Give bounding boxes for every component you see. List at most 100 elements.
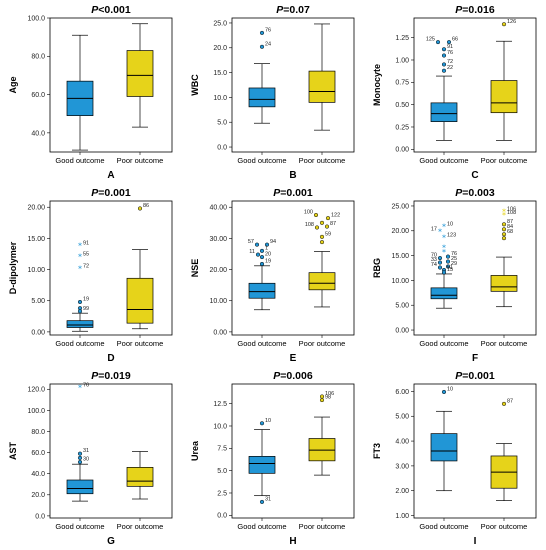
outlier-label: 94 bbox=[270, 239, 276, 245]
outlier-point bbox=[441, 53, 447, 58]
y-tick-label: 100.0 bbox=[27, 408, 45, 415]
outlier-point bbox=[259, 499, 265, 504]
outlier-label: 19 bbox=[265, 258, 271, 264]
outlier-point bbox=[501, 222, 507, 227]
panel-F: P=0.003 0.00 5.00 10.00 15.00 20.00 25.00 RBG Go… bbox=[364, 183, 546, 366]
y-tick-label: 10.0 bbox=[213, 95, 227, 102]
outlier-label: 59 bbox=[325, 231, 331, 237]
y-tick-label: 10.00 bbox=[209, 298, 227, 305]
title-p: P bbox=[455, 370, 463, 382]
panel-E: P=0.001 0.00 10.00 20.00 30.00 40.00 NSE Good o… bbox=[182, 183, 364, 366]
y-tick-label: 5.00 bbox=[395, 303, 409, 310]
title-value: =0.001 bbox=[98, 187, 131, 199]
boxplot-H: P=0.006 0.0 2.5 5.0 7.5 10.0 12.5 Urea Good outc… bbox=[190, 370, 355, 547]
outlier-label: 15 bbox=[447, 267, 453, 273]
x-category-label: Poor outcome bbox=[117, 339, 164, 348]
outlier-star: * bbox=[502, 211, 506, 220]
y-tick-label: 60.0 bbox=[31, 450, 45, 457]
panel-title: P=0.016 bbox=[455, 4, 495, 16]
good-outcome-box bbox=[66, 34, 94, 151]
title-p: P bbox=[455, 4, 463, 16]
outlier-star: * bbox=[502, 207, 506, 216]
y-tick-label: 7.5 bbox=[217, 446, 227, 453]
panel-letter: B bbox=[289, 170, 296, 181]
outlier-star: * bbox=[442, 244, 446, 253]
poor-outcome-box bbox=[126, 451, 154, 500]
outlier-point bbox=[77, 451, 83, 456]
outlier-label: 106 bbox=[507, 206, 516, 212]
outlier-label: 87 bbox=[507, 219, 513, 225]
y-tick-label: 0.00 bbox=[395, 147, 409, 154]
panel-title: P=0.001 bbox=[91, 187, 131, 199]
panel-title: P<0.001 bbox=[91, 4, 131, 16]
y-axis-label: D-dipolymer bbox=[8, 241, 18, 294]
y-tick-label: 40.0 bbox=[31, 130, 45, 137]
plot-frame bbox=[49, 383, 173, 519]
y-tick-label: 0.0 bbox=[217, 144, 227, 151]
poor-outcome-box: 86 bbox=[126, 203, 154, 330]
y-axis-label: NSE bbox=[190, 259, 200, 278]
plot-frame bbox=[231, 200, 355, 336]
title-value: =0.016 bbox=[462, 4, 495, 16]
y-tick-label: 80.0 bbox=[31, 54, 45, 61]
outlier-label: 87 bbox=[330, 221, 336, 227]
outlier-label: 33 bbox=[431, 257, 437, 263]
y-tick-label: 15.00 bbox=[391, 253, 409, 260]
boxplot-B: P=0.07 0.0 5.0 10.0 15.0 20.0 25.0 WBC Good outc… bbox=[190, 4, 355, 181]
y-tick-label: 0.0 bbox=[35, 513, 45, 520]
x-category-label: Good outcome bbox=[55, 156, 104, 165]
y-tick-label: 1.00 bbox=[395, 513, 409, 520]
y-tick-label: 25.00 bbox=[391, 203, 409, 210]
outlier-label: 76 bbox=[451, 251, 457, 257]
y-tick-label: 60.0 bbox=[31, 92, 45, 99]
outlier-label: 84 bbox=[507, 224, 513, 230]
outlier-point bbox=[319, 240, 325, 245]
title-p: P bbox=[91, 4, 99, 16]
outlier-point bbox=[501, 22, 507, 27]
outlier-point bbox=[319, 394, 325, 399]
outlier-point bbox=[319, 220, 325, 225]
outlier-label: 108 bbox=[507, 210, 516, 216]
outlier-point bbox=[441, 62, 447, 67]
y-tick-label: 40.00 bbox=[209, 205, 227, 212]
y-tick-label: 0.25 bbox=[395, 124, 409, 131]
plot-frame bbox=[413, 200, 537, 336]
y-tick-label: 25.0 bbox=[213, 20, 227, 27]
outlier-point bbox=[445, 264, 451, 269]
y-axis-label: WBC bbox=[190, 74, 200, 96]
outlier-label: 86 bbox=[143, 203, 149, 209]
outlier-point bbox=[437, 260, 443, 265]
y-axis-label: AST bbox=[8, 441, 18, 460]
y-tick-label: 20.00 bbox=[209, 267, 227, 274]
boxplot-G: P=0.019 0.0 20.0 40.0 60.0 80.0 100.0 120.0 AST G… bbox=[8, 370, 173, 547]
outlier-label: 72 bbox=[447, 59, 453, 65]
good-outcome-box: * 76 31 30 bbox=[66, 383, 94, 502]
outlier-star: * bbox=[78, 384, 82, 393]
iqr-box bbox=[308, 70, 336, 103]
outlier-label: 91 bbox=[447, 44, 453, 50]
outlier-label: 55 bbox=[83, 252, 89, 258]
x-category-label: Poor outcome bbox=[481, 339, 528, 348]
y-axis-label: Monocyte bbox=[372, 64, 382, 106]
outlier-label: 31 bbox=[83, 448, 89, 454]
title-value: =0.019 bbox=[98, 370, 131, 382]
outlier-point bbox=[314, 225, 320, 230]
outlier-point bbox=[313, 212, 319, 218]
panel-letter: D bbox=[107, 353, 114, 364]
outlier-point bbox=[259, 255, 265, 260]
panel-A: P<0.001 40.0 60.0 80.0 100.0 Age Good outcome P… bbox=[0, 0, 182, 183]
x-category-label: Good outcome bbox=[419, 339, 468, 348]
panel-I: P=0.001 1.00 2.00 3.00 4.00 5.00 6.00 FT3 Good o… bbox=[364, 366, 546, 549]
outlier-point bbox=[259, 261, 265, 266]
plot-frame bbox=[413, 17, 537, 153]
outlier-point bbox=[446, 40, 452, 45]
outlier-star: * bbox=[78, 241, 82, 250]
iqr-box bbox=[126, 277, 154, 324]
outlier-point bbox=[325, 216, 331, 221]
x-category-label: Good outcome bbox=[237, 339, 286, 348]
boxplot-F: P=0.003 0.00 5.00 10.00 15.00 20.00 25.00 RBG Go… bbox=[372, 187, 537, 364]
outlier-point bbox=[254, 242, 260, 247]
